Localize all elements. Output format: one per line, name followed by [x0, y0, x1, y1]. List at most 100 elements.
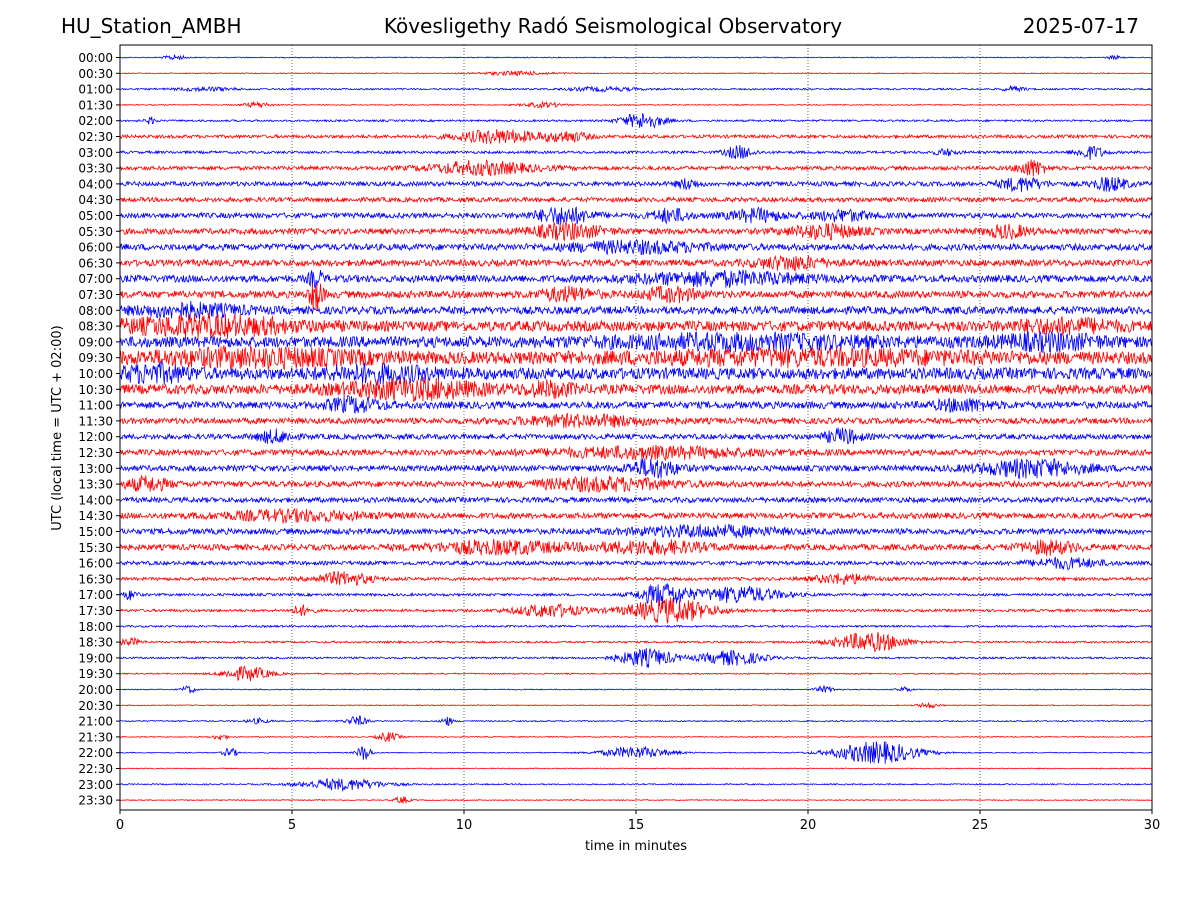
trace-1600: [119, 556, 1153, 571]
y-tick-label: 16:30: [78, 572, 113, 586]
y-tick-label: 01:30: [78, 98, 113, 112]
y-tick-label: 19:30: [78, 667, 113, 681]
y-tick-label: 09:00: [78, 335, 113, 349]
y-tick-label: 05:00: [78, 209, 113, 223]
y-tick-label: 03:30: [78, 162, 113, 176]
y-tick-label: 11:00: [78, 399, 113, 413]
chart-title: Kövesligethy Radó Seismological Observat…: [383, 14, 843, 38]
trace-1000: [119, 361, 1153, 386]
trace-0400: [119, 176, 1153, 193]
y-tick-label: 03:00: [78, 146, 113, 160]
x-tick-label: 15: [628, 818, 645, 833]
y-tick-label: 23:00: [78, 778, 113, 792]
y-tick-label: 15:30: [78, 541, 113, 555]
y-tick-label: 14:00: [78, 493, 113, 507]
y-tick-label: 09:30: [78, 351, 113, 365]
trace-1400: [119, 495, 1153, 504]
trace-0800: [119, 300, 1153, 320]
y-tick-label: 17:00: [78, 588, 113, 602]
x-axis-label: time in minutes: [585, 839, 687, 854]
y-tick-label: 22:00: [78, 746, 113, 760]
y-tick-label: 19:00: [78, 651, 113, 665]
y-tick-label: 08:30: [78, 320, 113, 334]
x-tick-label: 30: [1144, 818, 1161, 833]
y-tick-label: 21:30: [78, 730, 113, 744]
trace-0100: [119, 84, 1153, 93]
y-tick-label: 16:00: [78, 557, 113, 571]
y-tick-label: 01:00: [78, 83, 113, 97]
trace-2030: [119, 701, 1153, 709]
y-tick-label: 06:00: [78, 241, 113, 255]
y-tick-label: 08:00: [78, 304, 113, 318]
trace-1100: [119, 394, 1153, 414]
y-tick-label: 07:30: [78, 288, 113, 302]
y-tick-label: 10:30: [78, 383, 113, 397]
y-tick-label: 04:00: [78, 177, 113, 191]
y-tick-label: 02:00: [78, 114, 113, 128]
trace-1500: [119, 523, 1153, 539]
trace-2230: [119, 767, 1153, 770]
y-tick-label: 23:30: [78, 794, 113, 808]
trace-1900: [119, 647, 1153, 668]
y-tick-label: 00:30: [78, 67, 113, 81]
y-tick-label: 11:30: [78, 414, 113, 428]
trace-0830: [119, 313, 1153, 339]
trace-layer: [119, 54, 1153, 804]
trace-0500: [119, 206, 1153, 225]
y-tick-label: 07:00: [78, 272, 113, 286]
trace-2200: [119, 741, 1153, 764]
trace-0230: [119, 129, 1153, 146]
y-tick-label: 05:30: [78, 225, 113, 239]
trace-1430: [119, 507, 1153, 525]
y-tick-label: 20:00: [78, 683, 113, 697]
trace-0000: [119, 54, 1152, 61]
trace-2330: [119, 795, 1153, 804]
x-tick-label: 20: [800, 818, 817, 833]
y-tick-label: 21:00: [78, 715, 113, 729]
trace-0300: [119, 144, 1153, 161]
trace-2000: [119, 684, 1153, 694]
trace-0130: [119, 100, 1153, 109]
trace-0200: [119, 113, 1153, 129]
trace-2300: [119, 777, 1152, 793]
trace-1330: [119, 474, 1153, 493]
y-tick-label: 15:00: [78, 525, 113, 539]
trace-0900: [119, 331, 1153, 354]
y-tick-label: 22:30: [78, 762, 113, 776]
trace-1130: [119, 412, 1153, 429]
trace-0700: [119, 269, 1153, 289]
trace-1800: [119, 624, 1153, 629]
trace-0930: [119, 344, 1153, 371]
trace-1830: [119, 631, 1153, 653]
y-axis-label: UTC (local time = UTC + 02:00): [50, 325, 65, 530]
trace-1930: [119, 665, 1153, 682]
x-tick-label: 5: [288, 818, 296, 833]
trace-1530: [119, 538, 1153, 556]
trace-0730: [119, 283, 1153, 311]
trace-1230: [119, 444, 1153, 462]
trace-1630: [120, 571, 1153, 587]
y-tick-label: 12:30: [78, 446, 113, 460]
y-tick-label: 18:30: [78, 636, 113, 650]
x-tick-label: 25: [972, 818, 989, 833]
trace-2100: [119, 715, 1153, 726]
trace-0330: [119, 159, 1153, 177]
x-axis: 0 5 10 15 20 25 30: [116, 810, 1160, 833]
y-tick-label: 12:00: [78, 430, 113, 444]
trace-0030: [119, 69, 1153, 77]
trace-0630: [119, 254, 1153, 272]
trace-2130: [119, 732, 1153, 743]
trace-1030: [119, 377, 1153, 402]
trace-0600: [119, 238, 1153, 256]
trace-1300: [120, 458, 1153, 480]
grid-lines: [291, 45, 981, 810]
y-tick-label: 17:30: [78, 604, 113, 618]
date-label: 2025-07-17: [1022, 14, 1139, 38]
y-tick-label: 02:30: [78, 130, 113, 144]
y-tick-label: 10:00: [78, 367, 113, 381]
trace-1700: [119, 582, 1153, 607]
y-tick-label: 00:00: [78, 51, 113, 65]
y-tick-label: 18:00: [78, 620, 113, 634]
